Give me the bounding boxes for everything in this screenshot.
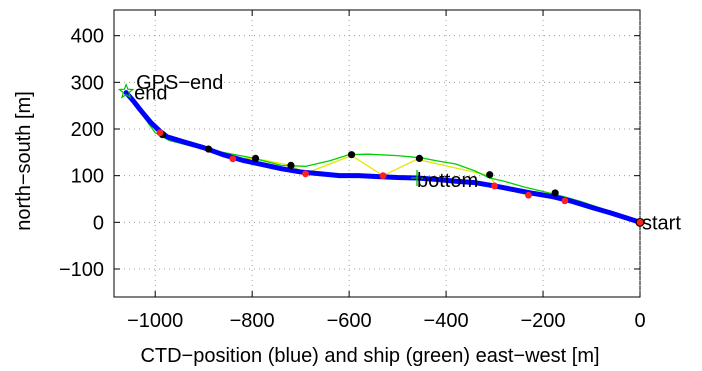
annotation-gps-end: GPS−end — [136, 72, 223, 94]
x-axis-label: CTD−position (blue) and ship (green) eas… — [140, 345, 599, 367]
red-point — [379, 172, 387, 180]
red-point — [636, 218, 644, 226]
plot-area — [113, 9, 641, 298]
y-tick-label: 0 — [93, 212, 104, 234]
x-tick-label: 0 — [634, 310, 645, 332]
y-tick-label: 100 — [71, 166, 104, 188]
black-point — [287, 161, 295, 169]
black-point — [347, 151, 356, 159]
annotation-start: start — [642, 212, 681, 234]
red-point — [156, 129, 164, 137]
annotation-end: end — [134, 83, 167, 105]
black-point — [551, 189, 559, 197]
x-tick-label: −1000 — [127, 310, 183, 332]
x-tick-label: −200 — [521, 310, 566, 332]
red-point — [491, 182, 498, 190]
x-tick-label: −400 — [424, 310, 469, 332]
red-point — [229, 155, 237, 163]
y-tick-label: 400 — [71, 26, 104, 48]
black-point — [486, 171, 494, 179]
red-point — [561, 197, 569, 205]
black-point — [415, 154, 424, 162]
red-point — [302, 170, 309, 178]
y-tick-label: 200 — [71, 119, 104, 141]
y-tick-label: 300 — [71, 72, 104, 94]
x-tick-label: −800 — [230, 310, 275, 332]
red-point — [525, 191, 532, 199]
y-axis-label: north−south [m] — [13, 91, 35, 231]
start-marker — [635, 217, 645, 227]
black-point — [251, 154, 260, 162]
annotation-bottom: bottom — [417, 170, 478, 192]
x-tick-label: −600 — [327, 310, 372, 332]
black-point — [204, 145, 213, 153]
y-tick-label: −100 — [59, 259, 104, 281]
gps-end-marker — [117, 83, 135, 99]
